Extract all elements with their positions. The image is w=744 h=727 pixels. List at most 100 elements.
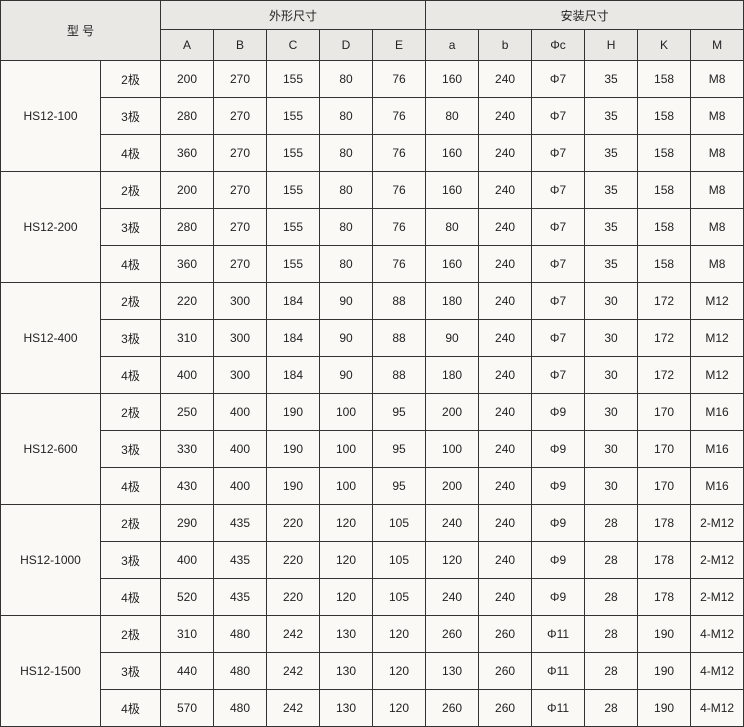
- data-cell: M12: [691, 283, 744, 320]
- data-cell: 76: [373, 135, 426, 172]
- data-cell: 190: [267, 431, 320, 468]
- data-cell: 88: [373, 320, 426, 357]
- data-cell: 130: [320, 616, 373, 653]
- data-cell: 240: [479, 394, 532, 431]
- data-cell: 220: [267, 542, 320, 579]
- data-cell: 480: [214, 690, 267, 727]
- data-cell: 155: [267, 135, 320, 172]
- data-cell: 80: [320, 209, 373, 246]
- data-cell: 76: [373, 98, 426, 135]
- data-cell: 190: [267, 394, 320, 431]
- data-cell: 240: [479, 431, 532, 468]
- data-cell: 80: [320, 246, 373, 283]
- data-cell: 28: [585, 653, 638, 690]
- data-cell: 76: [373, 172, 426, 209]
- data-cell: 120: [320, 505, 373, 542]
- data-cell: Φ7: [532, 320, 585, 357]
- data-cell: 155: [267, 172, 320, 209]
- data-cell: 105: [373, 542, 426, 579]
- pole-cell: 3极: [101, 209, 161, 246]
- table-row: HS12-6002极25040019010095200240Φ930170M16: [1, 394, 744, 431]
- data-cell: 242: [267, 690, 320, 727]
- col-H: H: [585, 30, 638, 61]
- data-cell: M8: [691, 98, 744, 135]
- data-cell: 2-M12: [691, 579, 744, 616]
- data-cell: 260: [426, 690, 479, 727]
- table-row: 4极43040019010095200240Φ930170M16: [1, 468, 744, 505]
- data-cell: 240: [479, 357, 532, 394]
- data-cell: 178: [638, 505, 691, 542]
- data-cell: Φ9: [532, 579, 585, 616]
- pole-cell: 4极: [101, 357, 161, 394]
- data-cell: 160: [426, 246, 479, 283]
- header-group-outline: 外形尺寸: [161, 1, 426, 30]
- data-cell: Φ11: [532, 616, 585, 653]
- data-cell: 120: [373, 690, 426, 727]
- data-cell: M8: [691, 61, 744, 98]
- data-cell: 76: [373, 246, 426, 283]
- data-cell: M16: [691, 431, 744, 468]
- data-cell: 190: [638, 653, 691, 690]
- data-cell: 35: [585, 135, 638, 172]
- data-cell: 30: [585, 357, 638, 394]
- col-M: M: [691, 30, 744, 61]
- data-cell: 440: [161, 653, 214, 690]
- data-cell: 30: [585, 394, 638, 431]
- table-row: 3极33040019010095100240Φ930170M16: [1, 431, 744, 468]
- data-cell: 155: [267, 98, 320, 135]
- data-cell: 400: [161, 542, 214, 579]
- data-cell: 240: [479, 172, 532, 209]
- table-row: 3极310300184908890240Φ730172M12: [1, 320, 744, 357]
- data-cell: 480: [214, 653, 267, 690]
- col-A: A: [161, 30, 214, 61]
- data-cell: 30: [585, 431, 638, 468]
- data-cell: 270: [214, 209, 267, 246]
- data-cell: 240: [479, 135, 532, 172]
- data-cell: 280: [161, 98, 214, 135]
- data-cell: 160: [426, 172, 479, 209]
- table-row: 4极3602701558076160240Φ735158M8: [1, 246, 744, 283]
- table-row: 3极440480242130120130260Φ11281904-M12: [1, 653, 744, 690]
- data-cell: 360: [161, 246, 214, 283]
- table-row: 4极520435220120105240240Φ9281782-M12: [1, 579, 744, 616]
- data-cell: 30: [585, 283, 638, 320]
- data-cell: 270: [214, 61, 267, 98]
- data-cell: 172: [638, 357, 691, 394]
- data-cell: 435: [214, 505, 267, 542]
- data-cell: 95: [373, 468, 426, 505]
- data-cell: 158: [638, 98, 691, 135]
- data-cell: 190: [638, 616, 691, 653]
- data-cell: 2-M12: [691, 505, 744, 542]
- data-cell: M8: [691, 172, 744, 209]
- data-cell: 105: [373, 505, 426, 542]
- pole-cell: 3极: [101, 98, 161, 135]
- data-cell: 270: [214, 135, 267, 172]
- data-cell: 240: [479, 542, 532, 579]
- pole-cell: 2极: [101, 505, 161, 542]
- data-cell: 35: [585, 61, 638, 98]
- data-cell: 400: [214, 394, 267, 431]
- data-cell: 158: [638, 246, 691, 283]
- data-cell: 300: [214, 320, 267, 357]
- data-cell: 170: [638, 394, 691, 431]
- data-cell: Φ7: [532, 209, 585, 246]
- pole-cell: 2极: [101, 283, 161, 320]
- data-cell: 260: [479, 690, 532, 727]
- pole-cell: 2极: [101, 61, 161, 98]
- data-cell: 250: [161, 394, 214, 431]
- data-cell: 240: [479, 61, 532, 98]
- data-cell: 76: [373, 209, 426, 246]
- data-cell: Φ9: [532, 394, 585, 431]
- table-row: 3极280270155807680240Φ735158M8: [1, 209, 744, 246]
- data-cell: 435: [214, 579, 267, 616]
- data-cell: 130: [320, 690, 373, 727]
- data-cell: 2-M12: [691, 542, 744, 579]
- col-b: b: [479, 30, 532, 61]
- data-cell: M8: [691, 246, 744, 283]
- data-cell: Φ7: [532, 172, 585, 209]
- data-cell: 240: [479, 98, 532, 135]
- data-cell: 88: [373, 357, 426, 394]
- data-cell: 35: [585, 172, 638, 209]
- data-cell: 240: [479, 283, 532, 320]
- data-cell: 88: [373, 283, 426, 320]
